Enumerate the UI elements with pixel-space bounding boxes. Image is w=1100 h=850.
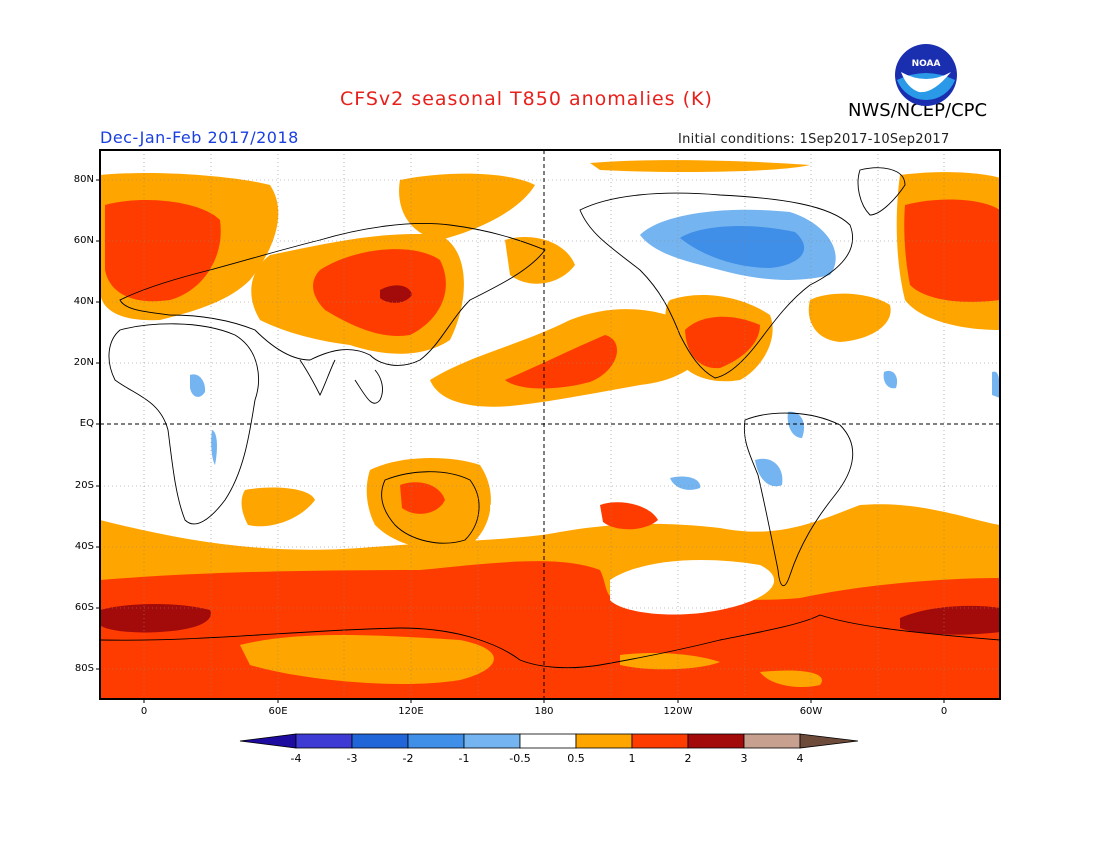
lon-label: 180: [534, 706, 554, 717]
colorbar-low-arrow: [239, 733, 297, 749]
colorbar-label: -2: [402, 752, 414, 765]
lat-label: 20N: [73, 357, 94, 368]
anomaly-region: [670, 476, 701, 490]
anomaly-region: [760, 670, 822, 688]
anomaly-region: [755, 458, 783, 487]
colorbar-segment: [463, 733, 521, 749]
lat-label: 80S: [74, 663, 94, 674]
lat-label: EQ: [79, 418, 94, 429]
anomaly-region: [505, 335, 617, 389]
anomaly-region: [610, 560, 775, 615]
lon-label: 0: [940, 706, 948, 717]
colorbar-label: -4: [290, 752, 302, 765]
colorbar-segment: [407, 733, 465, 749]
initial-conditions-label: Initial conditions: 1Sep2017-10Sep2017: [678, 132, 950, 147]
colorbar-segment: [687, 733, 745, 749]
anomaly-region: [680, 226, 805, 268]
lon-label: 60E: [268, 706, 288, 717]
lat-label: 60N: [73, 235, 94, 246]
lon-label: 60W: [799, 706, 823, 717]
season-label: Dec-Jan-Feb 2017/2018: [100, 128, 299, 147]
anomaly-region: [787, 411, 805, 438]
colorbar-label: -1: [458, 752, 470, 765]
colorbar-segment: [519, 733, 577, 749]
colorbar-label: 1: [628, 752, 636, 765]
lat-label: 40S: [74, 541, 94, 552]
anomaly-region: [992, 371, 1000, 398]
anomaly-region: [240, 635, 494, 685]
anomaly-region: [600, 502, 658, 530]
lon-label: 120W: [663, 706, 693, 717]
lon-label: 0: [140, 706, 148, 717]
anomaly-region: [313, 249, 446, 336]
colorbar-segment: [631, 733, 689, 749]
colorbar-label: -0.5: [509, 752, 531, 765]
colorbar-label: 3: [740, 752, 748, 765]
colorbar-segment: [575, 733, 633, 749]
anomaly-region: [380, 285, 412, 303]
anomaly-region: [490, 503, 516, 529]
colorbar-label: 4: [796, 752, 804, 765]
coastlines: [100, 167, 1000, 669]
anomaly-region: [590, 160, 810, 173]
anomaly-region: [883, 370, 898, 389]
lat-label: 80N: [73, 174, 94, 185]
lat-label: 40N: [73, 296, 94, 307]
colorbar-label: 0.5: [567, 752, 585, 765]
anomaly-region: [505, 237, 575, 284]
anomaly-region: [100, 604, 211, 633]
svg-text:NOAA: NOAA: [912, 59, 941, 69]
colorbar-segment: [351, 733, 409, 749]
colorbar-segment: [743, 733, 801, 749]
lat-label: 60S: [74, 602, 94, 613]
anomaly-region: [685, 316, 760, 369]
anomaly-region: [211, 430, 217, 465]
anomaly-region: [904, 199, 1000, 302]
lon-label: 120E: [398, 706, 424, 717]
colorbar-high-arrow: [799, 733, 859, 749]
colorbar-segment: [295, 733, 353, 749]
chart-title: CFSv2 seasonal T850 anomalies (K): [340, 88, 713, 110]
anomaly-region: [900, 605, 1000, 635]
noaa-logo-icon: NOAA: [895, 44, 957, 106]
colorbar: [239, 733, 859, 749]
anomaly-region: [190, 374, 206, 397]
colorbar-label: -3: [346, 752, 358, 765]
lat-label: 20S: [74, 480, 94, 491]
axis-ticks: [96, 179, 945, 703]
agency-label: NWS/NCEP/CPC: [848, 100, 988, 121]
colorbar-label: 2: [684, 752, 692, 765]
anomaly-region: [105, 200, 221, 302]
anomaly-region: [808, 293, 891, 342]
